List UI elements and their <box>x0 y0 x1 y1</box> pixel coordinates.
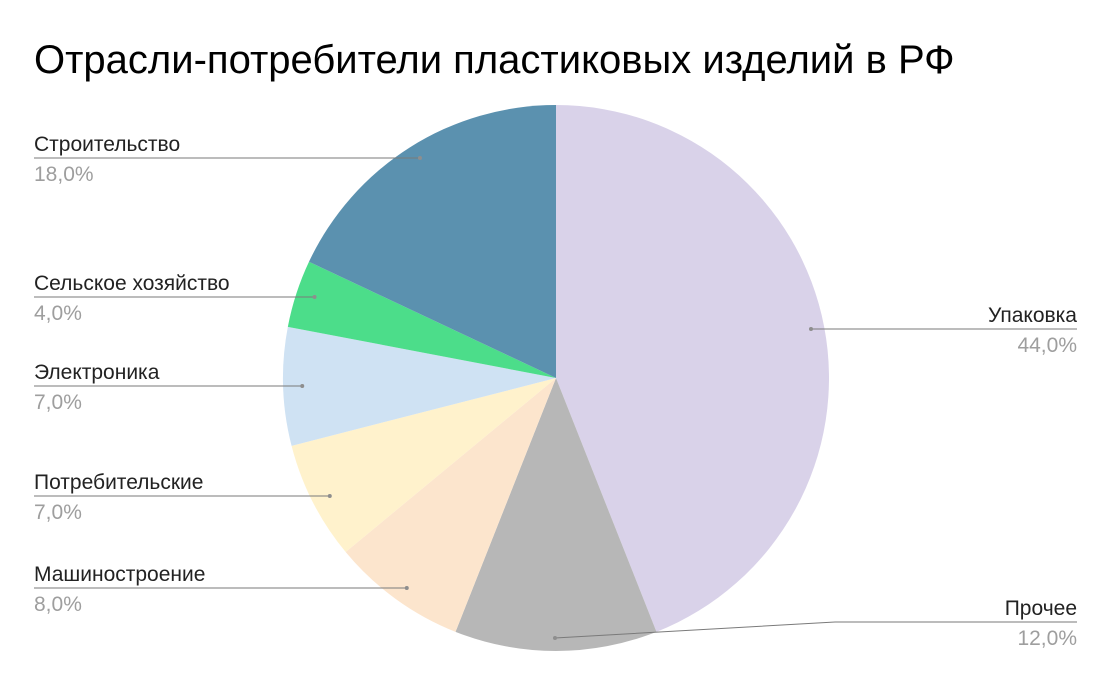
chart-title: Отрасли-потребители пластиковых изделий … <box>34 38 955 82</box>
slice-3-leader-dot <box>404 586 409 590</box>
slice-2-leader-dot <box>553 636 557 640</box>
slice-2-leader-line <box>554 621 1077 639</box>
slice-6-value-label: 4,0% <box>34 302 82 325</box>
slice-5-category-label: Электроника <box>34 361 160 384</box>
pie-slices <box>283 105 830 651</box>
slice-7-wedge <box>308 105 556 378</box>
slice-4-wedge <box>291 378 556 553</box>
slice-7-leader-dot <box>417 156 422 160</box>
slice-1-value-label: 44,0% <box>1017 334 1077 357</box>
slice-2-wedge <box>455 378 657 651</box>
slice-6-category-label: Сельское хозяйство <box>34 272 230 295</box>
slice-1-category-label: Упаковка <box>988 304 1077 327</box>
slice-6-leader-dot <box>312 295 317 299</box>
slice-3-wedge <box>345 378 556 632</box>
slice-5-value-label: 7,0% <box>34 391 82 414</box>
slice-labels: Упаковка 44,0% Прочее 12,0% Машиностроение 8,… <box>34 133 1077 650</box>
slice-4-value-label: 7,0% <box>34 501 82 524</box>
slice-5-wedge <box>283 326 556 446</box>
slice-1-leader-dot <box>809 327 813 331</box>
slice-7-category-label: Строительство <box>34 133 180 156</box>
slice-2-value-label: 12,0% <box>1017 627 1077 650</box>
slice-3-category-label: Машиностроение <box>34 563 205 586</box>
slice-4-leader-dot <box>327 494 332 498</box>
slice-1-wedge <box>556 105 830 632</box>
slice-5-leader-dot <box>300 384 305 388</box>
slice-4-category-label: Потребительские <box>34 471 203 494</box>
slice-2-category-label: Прочее <box>1005 597 1077 620</box>
slice-3-value-label: 8,0% <box>34 593 82 616</box>
slice-6-wedge <box>287 261 556 378</box>
slice-7-value-label: 18,0% <box>34 163 94 186</box>
